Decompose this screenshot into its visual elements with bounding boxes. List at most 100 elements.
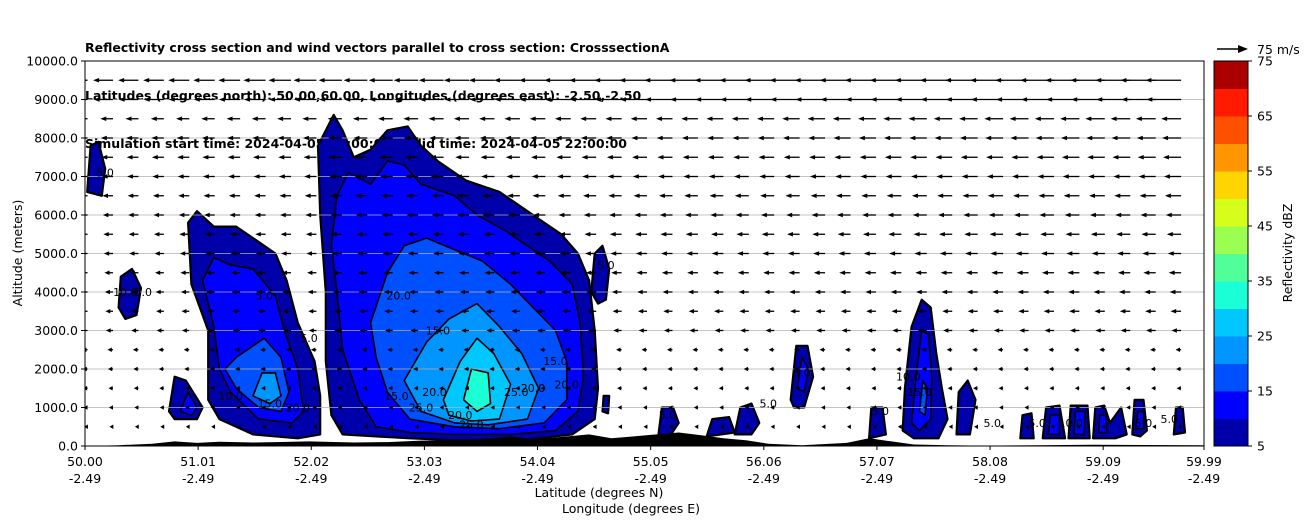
wind-vector — [1035, 135, 1054, 141]
wind-vector-head — [840, 289, 846, 295]
wind-vector-head — [155, 289, 161, 295]
wind-vector-head — [168, 77, 175, 83]
wind-vector-head — [102, 193, 108, 199]
wind-vector-head — [455, 154, 462, 160]
wind-vector-head — [1024, 385, 1029, 391]
wind-vector — [693, 385, 698, 391]
wind-vector — [717, 347, 724, 353]
wind-vector — [381, 231, 393, 237]
wind-vector — [946, 347, 953, 353]
wind-vector — [720, 97, 749, 102]
wind-vector — [795, 385, 800, 391]
wind-vector-head — [435, 308, 441, 314]
wind-vector-head — [103, 251, 110, 256]
wind-vector — [871, 385, 876, 391]
wind-vector — [236, 405, 241, 410]
wind-vector — [1177, 424, 1182, 430]
wind-vector — [1146, 328, 1156, 333]
wind-vector — [616, 366, 622, 372]
wind-vector — [1144, 289, 1156, 295]
wind-vector — [104, 289, 113, 295]
wind-vector — [719, 77, 749, 83]
wind-vector — [519, 77, 546, 83]
wind-vector-head — [1088, 193, 1095, 199]
wind-vector-head — [734, 193, 741, 199]
wind-vector-head — [895, 97, 902, 102]
wind-vector — [833, 135, 851, 141]
wind-vector-head — [253, 174, 260, 179]
wind-vector — [129, 270, 139, 276]
wind-vector — [667, 366, 673, 372]
wind-vector — [102, 212, 113, 218]
wind-vector-head — [813, 270, 820, 276]
wind-vector — [304, 174, 317, 179]
wind-vector — [251, 116, 266, 122]
wind-vector-head — [319, 97, 326, 102]
wind-vector-head — [302, 116, 309, 122]
wind-vector-head — [333, 308, 339, 314]
wind-vector — [663, 308, 673, 314]
x-tick-label-longitude: -2.49 — [521, 471, 553, 486]
wind-vector — [85, 195, 88, 197]
wind-vector — [457, 212, 470, 218]
wind-vector — [281, 251, 291, 256]
wind-vector — [382, 251, 393, 256]
wind-vector — [858, 135, 876, 141]
wind-vector-head — [717, 347, 723, 353]
wind-vector — [1150, 347, 1156, 353]
x-tick-label-longitude: -2.49 — [1087, 471, 1119, 486]
wind-vector-head — [914, 251, 921, 256]
wind-vector-head — [935, 154, 942, 160]
wind-vector-head — [231, 289, 237, 295]
wind-vector-head — [202, 154, 209, 160]
y-tick-label: 8000.0 — [34, 131, 78, 146]
wind-vector — [433, 270, 444, 276]
wind-vector — [968, 328, 978, 333]
wind-vector-head — [643, 405, 648, 410]
wind-vector-head — [912, 212, 919, 218]
wind-vector — [745, 424, 750, 430]
wind-vector — [330, 193, 342, 199]
wind-vector-head — [1010, 135, 1017, 141]
wind-vector — [1166, 231, 1182, 237]
wind-vector — [1151, 385, 1156, 391]
wind-vector — [656, 135, 673, 141]
wind-vector — [769, 366, 775, 372]
wind-vector-head — [692, 366, 698, 372]
wind-vector — [896, 385, 902, 391]
wind-vector-head — [619, 77, 626, 83]
wind-vector — [277, 116, 291, 122]
contour-label: 10.0 — [113, 286, 138, 299]
wind-vector-head — [336, 366, 342, 372]
wind-vector-head — [1096, 97, 1103, 102]
wind-vector-head — [459, 289, 466, 295]
x-tick-label-latitude: 59.09 — [1085, 454, 1121, 469]
wind-vector-head — [718, 366, 723, 372]
wind-vector — [1126, 405, 1131, 410]
wind-vector-head — [1168, 270, 1175, 276]
wind-vector-head — [261, 385, 266, 391]
wind-vector-head — [269, 97, 276, 102]
wind-vector — [1075, 405, 1080, 410]
wind-vector-head — [1111, 135, 1118, 141]
wind-vector-head — [1138, 174, 1145, 179]
wind-vector-head — [731, 116, 738, 122]
wind-vector — [986, 174, 1004, 179]
wind-vector-head — [668, 405, 673, 410]
wind-vector — [514, 366, 520, 372]
wind-vector-head — [592, 424, 597, 430]
wind-vector — [409, 308, 419, 314]
wind-vector-head — [845, 366, 850, 372]
wind-vector-head — [464, 366, 469, 372]
wind-vector-head — [565, 366, 570, 372]
wind-vector-head — [201, 116, 208, 122]
wind-vector-head — [732, 135, 739, 141]
wind-vector-head — [1061, 154, 1068, 160]
wind-vector-head — [796, 424, 801, 430]
colorbar-tick-label: 45 — [1257, 219, 1273, 234]
wind-vector — [940, 270, 953, 276]
wind-vector-head — [1064, 212, 1071, 218]
wind-vector-head — [664, 328, 670, 333]
wind-vector-head — [232, 308, 238, 314]
wind-vector-head — [611, 289, 618, 295]
